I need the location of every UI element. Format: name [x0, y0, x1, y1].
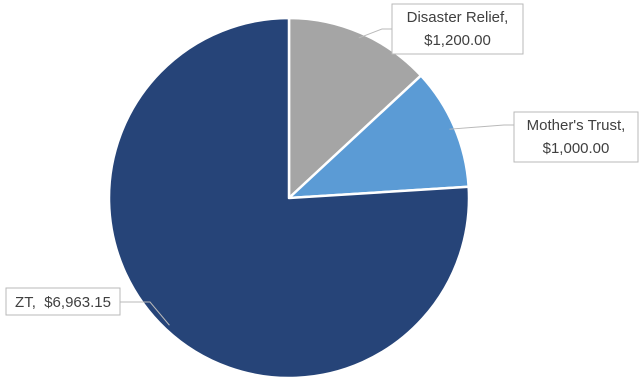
data-label-disaster-relief-line-1: Disaster Relief, [407, 9, 509, 26]
pie-slice-disaster-relief [287, 16, 423, 200]
callout-box-mother-s-trust [513, 111, 639, 163]
data-label-mother-s-trust-line-1: Mother's Trust, [527, 117, 626, 134]
leader-line-disaster-relief [358, 28, 392, 39]
data-labels: Disaster Relief, $1,200.00 Mother's Trust,… [5, 3, 639, 326]
leader-line-mother-s-trust [449, 124, 514, 130]
pie-slice-zt [107, 16, 471, 379]
callout-box-disaster-relief [391, 3, 524, 55]
leader-line-zt [120, 301, 170, 326]
data-label-zt: ZT, $6,963.15 [15, 294, 111, 311]
pie-slices [107, 16, 471, 379]
pie-slice-mother-s-trust [287, 74, 470, 200]
data-label-disaster-relief-line-2: $1,200.00 [424, 32, 491, 49]
data-label-mother-s-trust-line-2: $1,000.00 [543, 140, 610, 157]
callout-box-zt [5, 287, 121, 316]
